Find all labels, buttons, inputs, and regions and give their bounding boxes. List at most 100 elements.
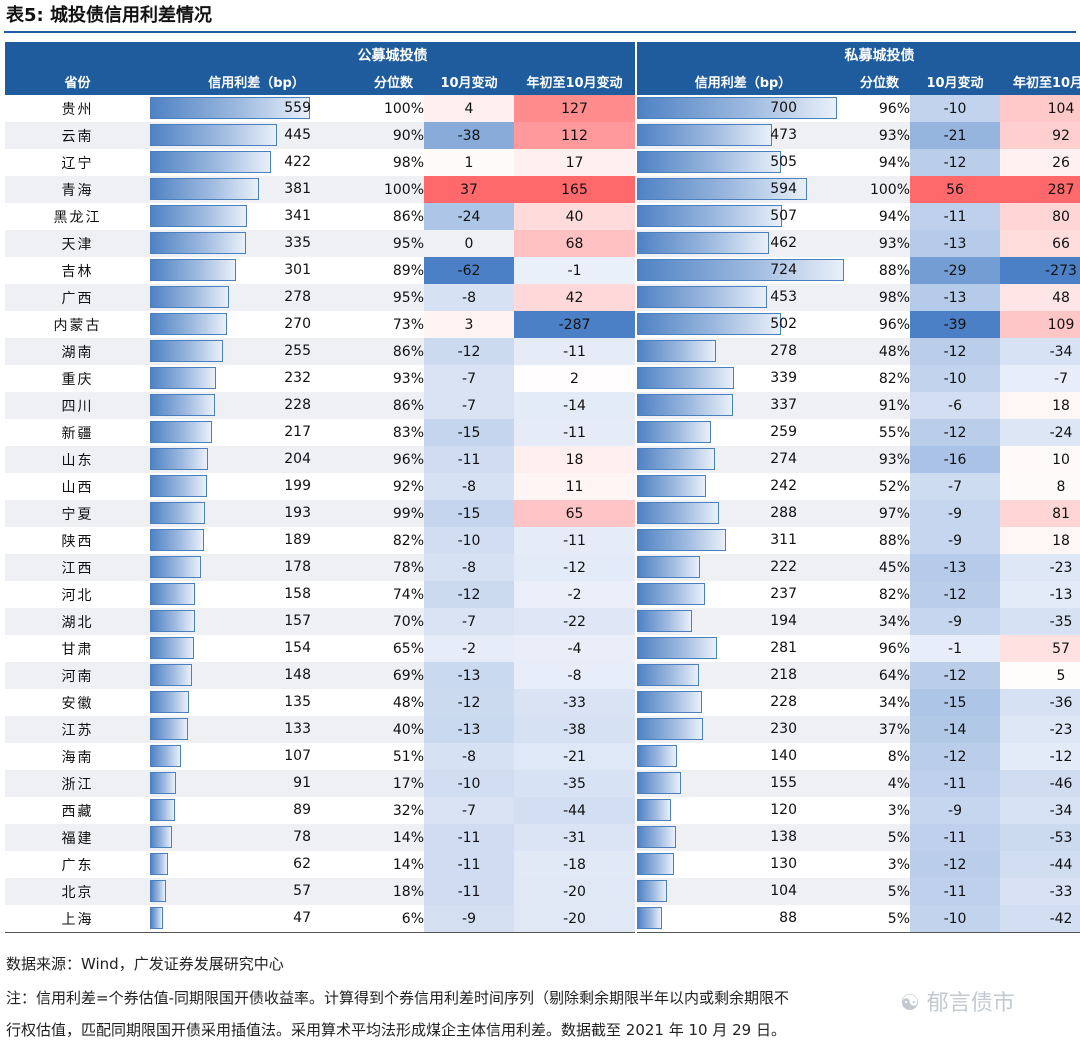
pri-spread-cell: 505	[635, 149, 849, 176]
pri-ytd-change-cell: 5	[1000, 662, 1080, 689]
group-spacer	[5, 42, 150, 68]
pri-ytd-change-cell: 18	[1000, 392, 1080, 419]
pri-spread-cell: 337	[635, 392, 849, 419]
group-public: 公募城投债	[150, 42, 636, 68]
table-row: 宁夏 193 99% -15 65 288 97% -9 81	[5, 500, 1080, 527]
pri-spread-cell: 724	[635, 257, 849, 284]
pri-spread-cell: 218	[635, 662, 849, 689]
pri-spread-bar	[638, 232, 769, 254]
pub-oct-change-cell: -13	[424, 662, 514, 689]
pri-oct-change-cell: -39	[910, 311, 1000, 338]
pub-ytd-change-cell: -1	[514, 257, 636, 284]
pri-ytd-change-cell: 80	[1000, 203, 1080, 230]
pri-percentile-cell: 93%	[849, 122, 910, 149]
table-row: 江苏 133 40% -13 -38 230 37% -14 -23	[5, 716, 1080, 743]
pri-percentile-cell: 5%	[849, 878, 910, 905]
pri-spread-bar	[638, 205, 782, 227]
pri-percentile-cell: 82%	[849, 365, 910, 392]
pub-spread-value: 278	[284, 289, 311, 305]
pub-percentile-cell: 86%	[363, 392, 424, 419]
province-cell: 西藏	[5, 797, 150, 824]
pri-ytd-change-cell: -24	[1000, 419, 1080, 446]
pub-percentile-cell: 69%	[363, 662, 424, 689]
pub-spread-value: 78	[293, 829, 311, 845]
pub-oct-change-cell: -11	[424, 446, 514, 473]
pri-oct-change-cell: 56	[910, 176, 1000, 203]
pri-oct-change-cell: -11	[910, 878, 1000, 905]
pri-spread-value: 453	[770, 289, 797, 305]
pub-spread-cell: 157	[150, 608, 363, 635]
pri-spread-value: 130	[770, 856, 797, 872]
pub-oct-change-cell: -7	[424, 608, 514, 635]
pub-ytd-change-cell: -14	[514, 392, 636, 419]
province-cell: 广西	[5, 284, 150, 311]
table-row: 山东 204 96% -11 18 274 93% -16 10	[5, 446, 1080, 473]
pub-spread-cell: 301	[150, 257, 363, 284]
pri-spread-cell: 242	[635, 473, 849, 500]
pri-spread-value: 311	[770, 532, 797, 548]
pri-ytd-change-cell: -46	[1000, 770, 1080, 797]
pri-percentile-cell: 52%	[849, 473, 910, 500]
watermark-logo: ☯ 郁言债市	[900, 985, 1015, 1017]
pub-spread-value: 559	[284, 100, 311, 116]
pri-ytd-change-cell: 48	[1000, 284, 1080, 311]
pri-spread-bar	[638, 421, 711, 443]
column-header-spread-private: 信用利差（bp）	[635, 68, 849, 95]
pri-oct-change-cell: -10	[910, 365, 1000, 392]
province-cell: 广东	[5, 851, 150, 878]
pub-spread-bar	[150, 97, 310, 119]
pri-percentile-cell: 100%	[849, 176, 910, 203]
pri-spread-value: 507	[770, 208, 797, 224]
province-cell: 河南	[5, 662, 150, 689]
province-cell: 天津	[5, 230, 150, 257]
pub-spread-value: 107	[284, 748, 311, 764]
pub-spread-bar	[150, 205, 247, 227]
pri-percentile-cell: 88%	[849, 257, 910, 284]
table-row: 山西 199 92% -8 11 242 52% -7 8	[5, 473, 1080, 500]
pub-percentile-cell: 98%	[363, 149, 424, 176]
pri-spread-bar	[638, 313, 781, 335]
pri-spread-cell: 288	[635, 500, 849, 527]
column-header-province: 省份	[5, 68, 150, 95]
pub-spread-cell: 232	[150, 365, 363, 392]
pub-percentile-cell: 95%	[363, 230, 424, 257]
table-row: 陕西 189 82% -10 -11 311 88% -9 18	[5, 527, 1080, 554]
pri-oct-change-cell: -12	[910, 338, 1000, 365]
pri-spread-bar	[638, 664, 699, 686]
province-cell: 重庆	[5, 365, 150, 392]
pri-spread-cell: 259	[635, 419, 849, 446]
pub-percentile-cell: 82%	[363, 527, 424, 554]
pri-spread-cell: 230	[635, 716, 849, 743]
pub-oct-change-cell: -15	[424, 419, 514, 446]
pri-ytd-change-cell: 81	[1000, 500, 1080, 527]
pri-ytd-change-cell: -34	[1000, 797, 1080, 824]
pub-percentile-cell: 93%	[363, 365, 424, 392]
pub-percentile-cell: 73%	[363, 311, 424, 338]
title-underline	[4, 31, 1076, 33]
pub-oct-change-cell: -11	[424, 824, 514, 851]
pub-oct-change-cell: 0	[424, 230, 514, 257]
pub-percentile-cell: 83%	[363, 419, 424, 446]
pub-percentile-cell: 95%	[363, 284, 424, 311]
province-cell: 宁夏	[5, 500, 150, 527]
province-cell: 福建	[5, 824, 150, 851]
pub-percentile-cell: 89%	[363, 257, 424, 284]
pub-spread-bar	[150, 637, 194, 659]
pri-spread-cell: 222	[635, 554, 849, 581]
province-cell: 海南	[5, 743, 150, 770]
pri-spread-value: 88	[779, 910, 797, 926]
pub-ytd-change-cell: -31	[514, 824, 636, 851]
pub-percentile-cell: 100%	[363, 176, 424, 203]
table-row: 天津 335 95% 0 68 462 93% -13 66	[5, 230, 1080, 257]
province-cell: 四川	[5, 392, 150, 419]
pub-percentile-cell: 51%	[363, 743, 424, 770]
pub-spread-value: 89	[293, 802, 311, 818]
watermark-text: 郁言债市	[926, 991, 1015, 1016]
pri-ytd-change-cell: -12	[1000, 743, 1080, 770]
pub-spread-bar	[150, 286, 229, 308]
province-cell: 内蒙古	[5, 311, 150, 338]
pub-spread-bar	[150, 907, 163, 929]
pub-spread-value: 178	[284, 559, 311, 575]
pri-spread-value: 242	[770, 478, 797, 494]
pri-spread-value: 120	[770, 802, 797, 818]
